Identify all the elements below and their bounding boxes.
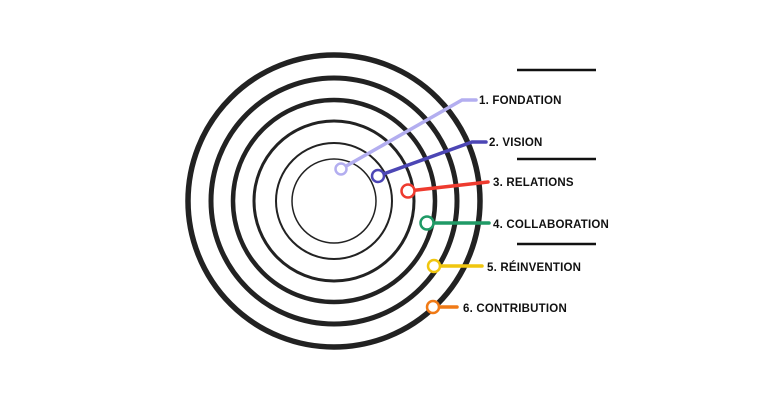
dividers: [517, 68, 596, 246]
stage-1-label: 1. FONDATION: [479, 95, 562, 107]
stage-1-marker: [334, 162, 348, 176]
stage-5-label: 5. RÉINVENTION: [487, 261, 581, 274]
stage-6-marker: [425, 299, 441, 315]
ring-3: [252, 119, 416, 283]
stage-2-label: 2. VISION: [489, 137, 543, 149]
stage-2-connector: [376, 140, 488, 178]
stage-3-label: 3. RELATIONS: [493, 177, 574, 189]
stage-5: 5. RÉINVENTION: [426, 258, 581, 274]
stage-1: 1. FONDATION: [334, 95, 562, 176]
stage-1-connector: [339, 98, 478, 171]
rings: [185, 52, 483, 350]
ring-1: [291, 158, 377, 244]
stage-4: 4. COLLABORATION: [419, 215, 609, 231]
stage-2: 2. VISION: [370, 137, 543, 184]
stage-4-marker: [419, 215, 435, 231]
stage-5-marker: [426, 258, 442, 274]
stage-6: 6. CONTRIBUTION: [425, 299, 567, 315]
ring-4: [230, 97, 438, 305]
stage-3-marker: [400, 183, 416, 199]
stage-3: 3. RELATIONS: [400, 177, 574, 199]
ring-5: [208, 75, 460, 327]
stage-2-marker: [370, 168, 386, 184]
ring-6: [185, 52, 483, 350]
ring-2: [275, 142, 393, 260]
stage-3-connector: [406, 180, 490, 193]
stage-4-label: 4. COLLABORATION: [493, 219, 609, 231]
stage-6-label: 6. CONTRIBUTION: [463, 303, 567, 315]
